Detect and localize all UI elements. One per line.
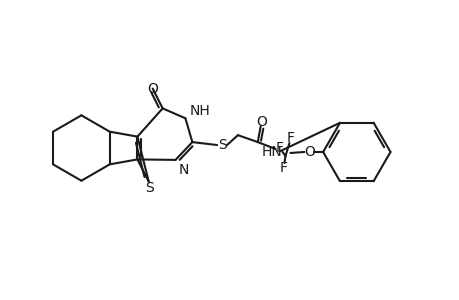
Text: HN: HN: [261, 145, 281, 159]
Text: S: S: [217, 138, 226, 152]
Text: F: F: [279, 161, 287, 175]
Text: O: O: [147, 82, 158, 96]
Text: F: F: [275, 141, 283, 155]
Text: NH: NH: [190, 104, 210, 118]
Text: N: N: [178, 163, 188, 177]
Text: S: S: [145, 181, 154, 195]
Text: O: O: [303, 145, 314, 159]
Text: F: F: [286, 131, 294, 145]
Text: O: O: [256, 115, 267, 129]
